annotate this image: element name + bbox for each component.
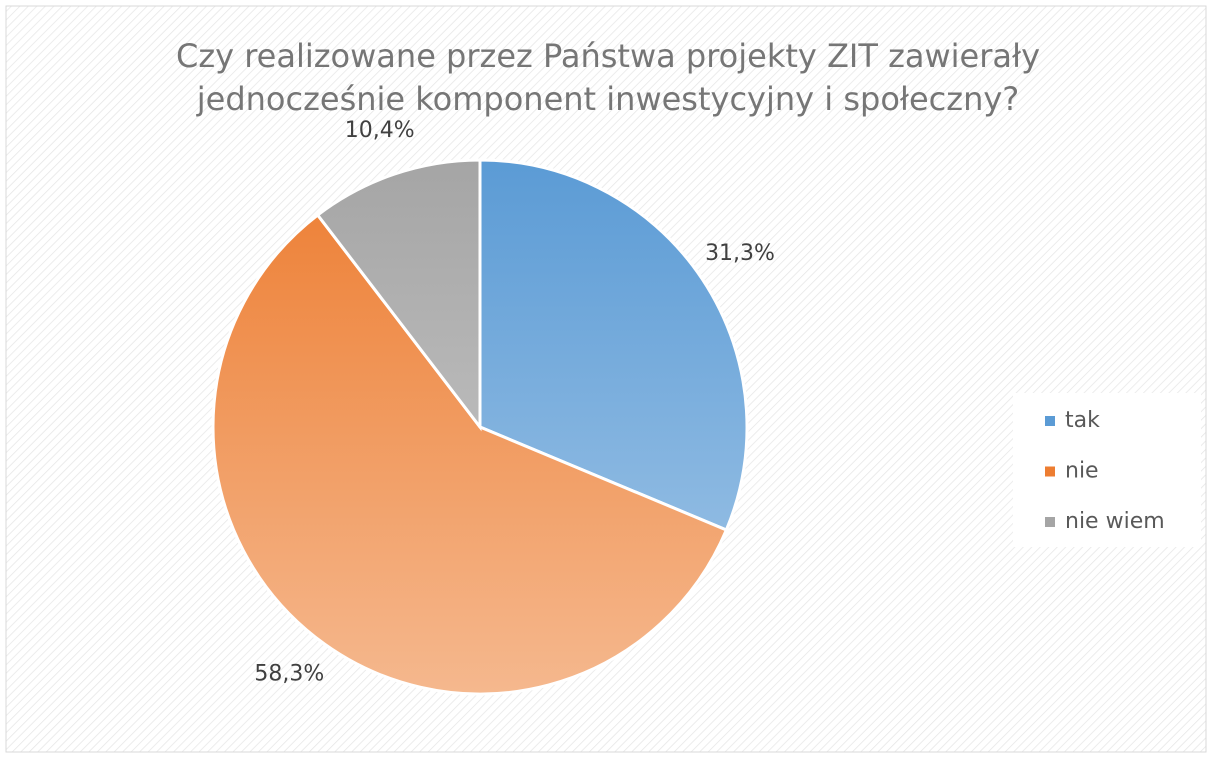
pie-slice xyxy=(478,158,749,532)
pie-slice xyxy=(315,158,482,432)
data-label: 58,3% xyxy=(254,661,324,686)
legend-label: nie xyxy=(1065,459,1099,484)
legend-box xyxy=(1013,393,1201,547)
legend-marker xyxy=(1045,416,1055,426)
chart-subtitle: jednocześnie komponent inwestycyjny i sp… xyxy=(196,80,1020,118)
legend-marker xyxy=(1045,466,1055,477)
legend-marker xyxy=(1045,517,1055,527)
pie-slice xyxy=(211,212,729,696)
chart-title: Czy realizowane przez Państwa projekty Z… xyxy=(176,37,1040,75)
legend-label: nie wiem xyxy=(1065,509,1165,534)
data-label: 31,3% xyxy=(705,241,775,266)
data-label: 10,4% xyxy=(345,118,415,143)
legend-label: tak xyxy=(1065,408,1100,433)
